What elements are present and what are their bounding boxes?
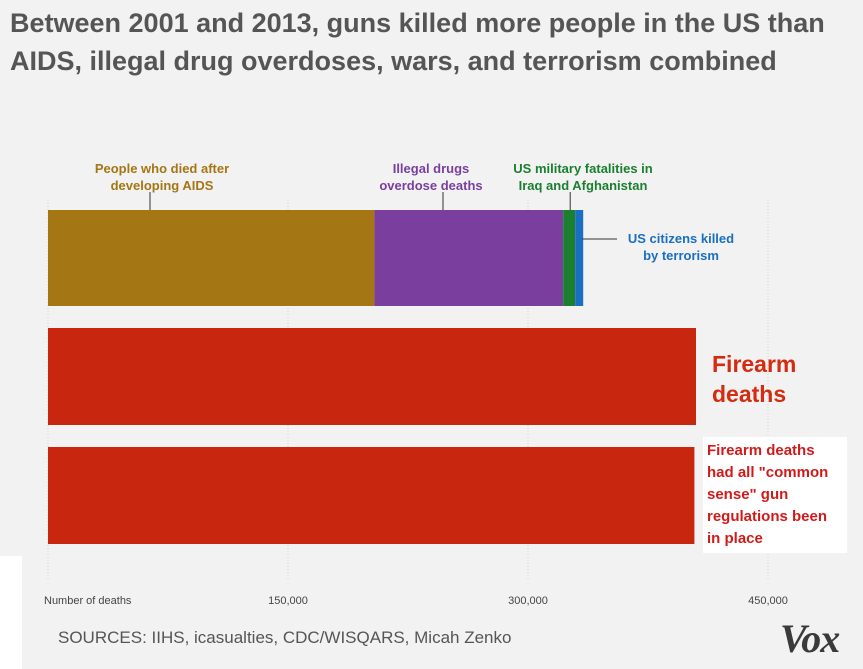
vox-logo: Vox bbox=[780, 616, 840, 661]
label-firearm-deaths: Firearm deaths bbox=[712, 351, 796, 407]
callout-regulated-firearm-deaths: Firearm deaths had all "common sense" gu… bbox=[703, 437, 847, 553]
sources-note: SOURCES: IIHS, icasualties, CDC/WISQARS,… bbox=[58, 628, 512, 647]
label-drugs: Illegal drugs overdose deaths bbox=[379, 161, 482, 193]
x-tick-label: 450,000 bbox=[748, 595, 788, 607]
x-tick-label: Number of deaths bbox=[44, 595, 132, 607]
bar-segment-firearm bbox=[48, 328, 696, 425]
x-tick-label: 150,000 bbox=[268, 595, 308, 607]
label-terrorism: US citizens killed by terrorism bbox=[628, 231, 734, 263]
bar-segment-drugs bbox=[374, 210, 564, 306]
label-aids: People who died after developing AIDS bbox=[95, 161, 229, 193]
bar-segment-terrorism bbox=[575, 210, 584, 306]
label-military: US military fatalities in Iraq and Afghan… bbox=[513, 161, 652, 193]
chart-title: Between 2001 and 2013, guns killed more … bbox=[10, 8, 825, 76]
bar-segment-aids bbox=[48, 210, 375, 306]
blank-patch bbox=[0, 556, 22, 669]
x-tick-label: 300,000 bbox=[508, 595, 548, 607]
bar-segment-firearm bbox=[48, 447, 695, 544]
bar-segment-military bbox=[563, 210, 576, 306]
